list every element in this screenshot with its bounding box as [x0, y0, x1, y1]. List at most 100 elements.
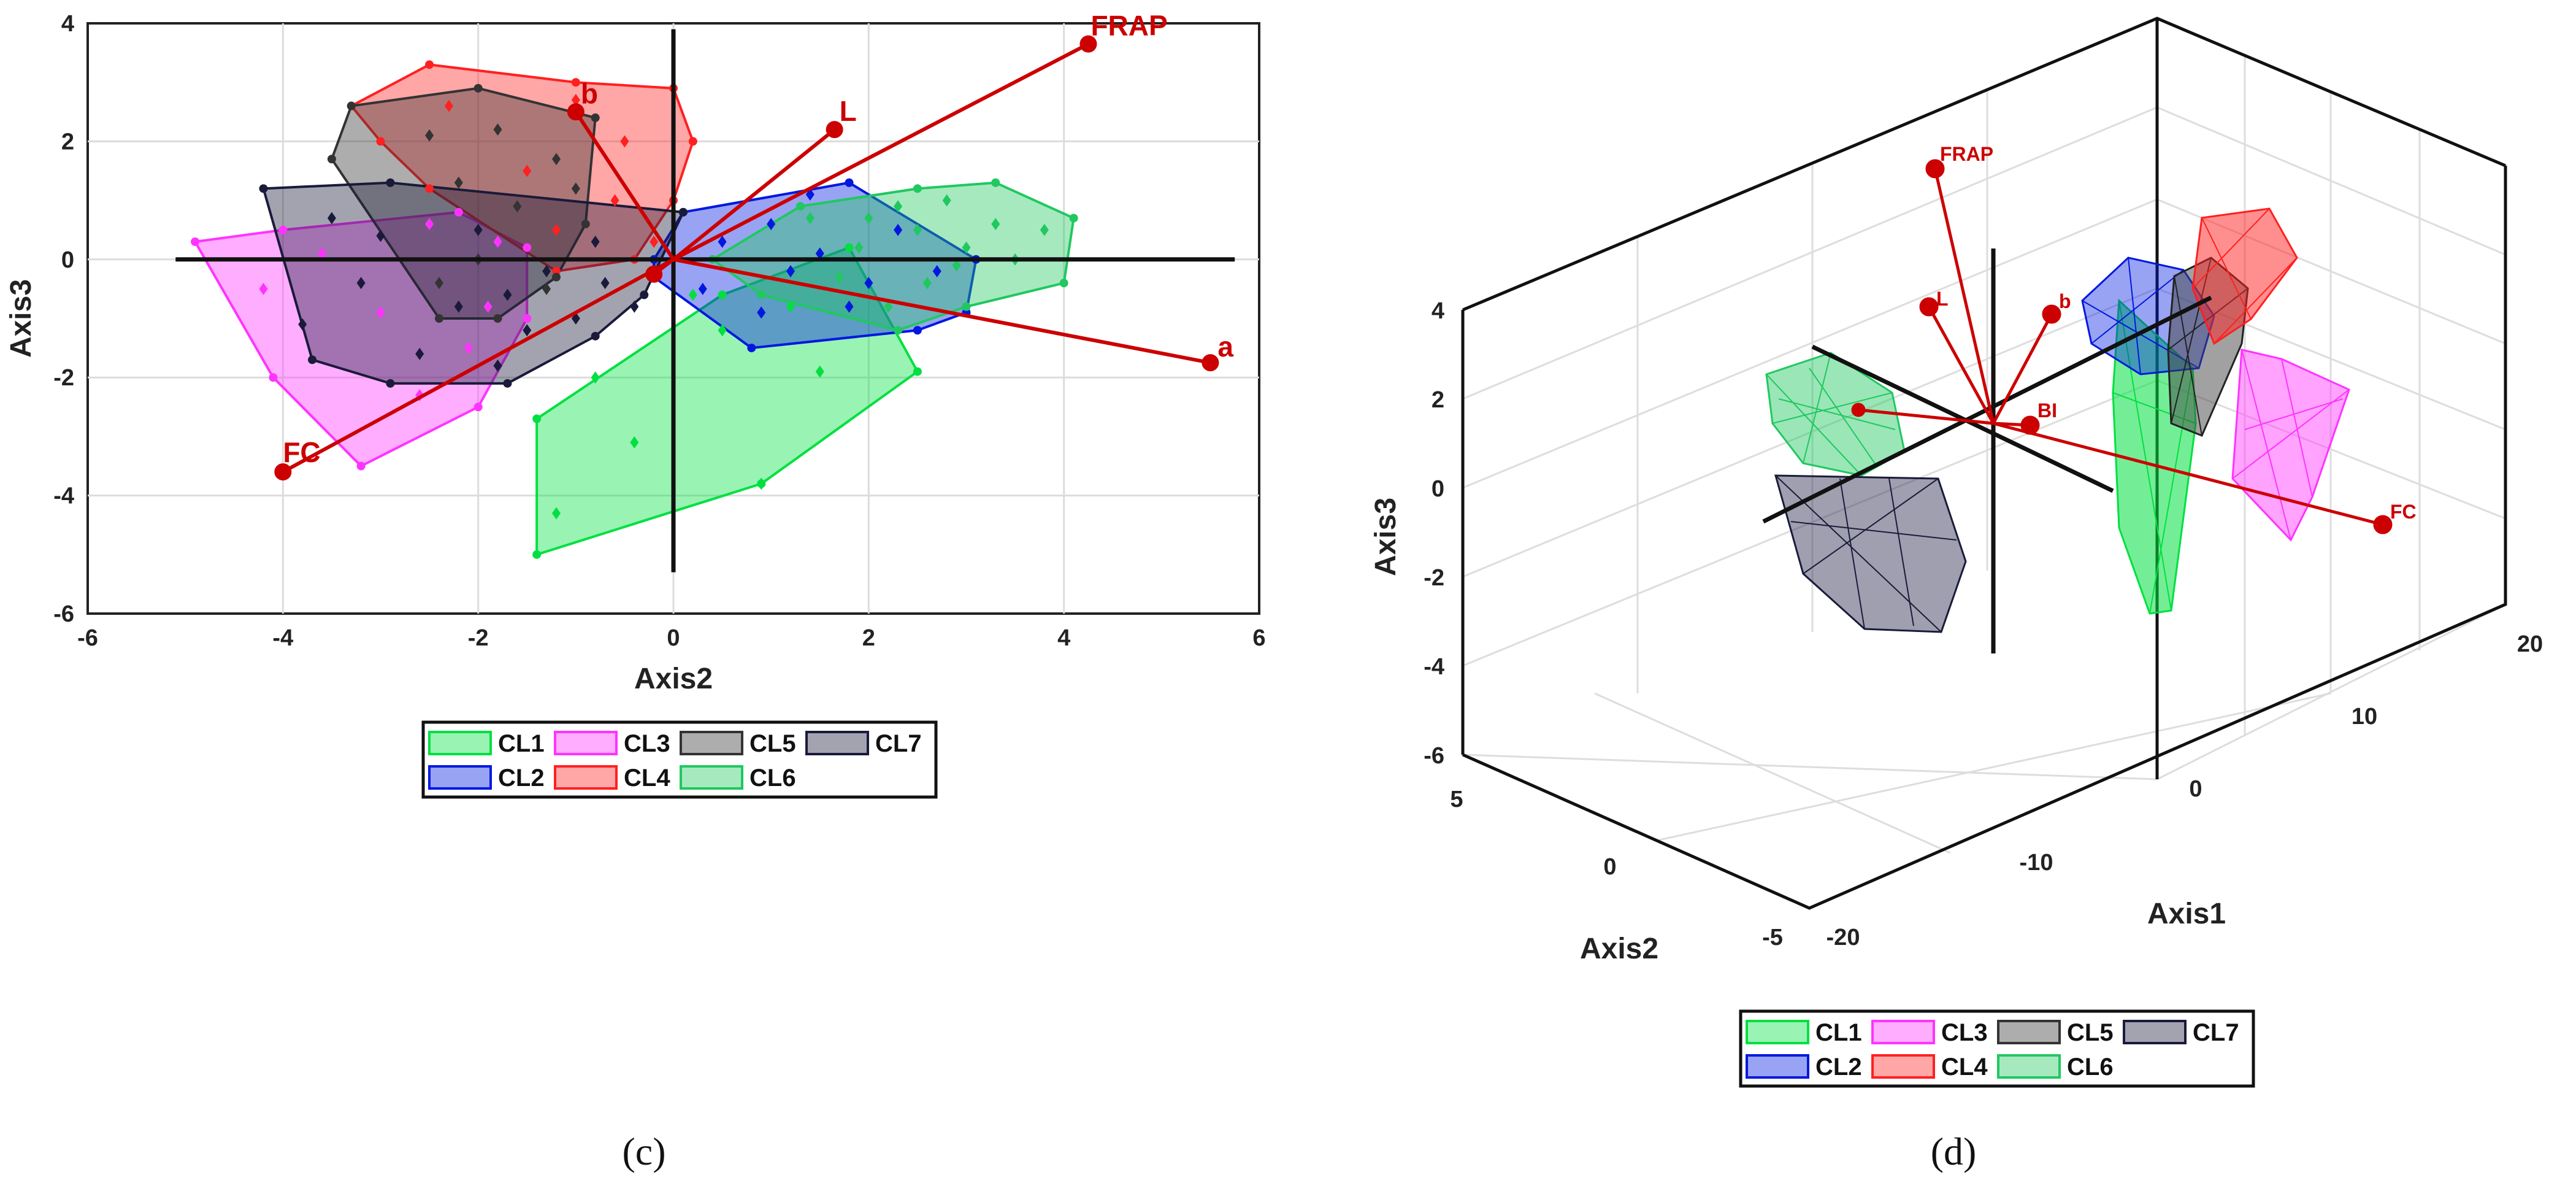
- data-point-cl5: [542, 282, 551, 295]
- x-tick-label-3d: -10: [2020, 850, 2053, 876]
- y-tick-label-3d: 0: [1603, 854, 1616, 880]
- data-point-cl7: [415, 347, 424, 360]
- panel-c-cluster-hulls: [193, 63, 1075, 557]
- data-point-cl2: [767, 218, 776, 231]
- legend-swatch-cl6: [1997, 1054, 2061, 1079]
- legend-label-cl5: CL5: [2067, 1019, 2114, 1046]
- vector-line-l: [672, 128, 836, 261]
- hull-vertex-cl1: [845, 243, 854, 252]
- legend-swatch-cl4: [554, 765, 618, 790]
- data-point-cl1: [630, 436, 639, 449]
- hull-vertex-cl1: [532, 414, 542, 423]
- hull-vertex-cl5: [581, 220, 590, 229]
- data-point-cl3: [493, 235, 502, 248]
- data-point-cl4: [552, 223, 561, 236]
- vector-endpoint-l: [826, 121, 843, 139]
- legend-swatch-cl3: [554, 731, 618, 755]
- data-point-cl4: [444, 99, 453, 112]
- data-point-cl6: [962, 241, 971, 254]
- legend-label-cl7: CL7: [2193, 1019, 2239, 1046]
- y-tick-label: 2: [61, 129, 74, 155]
- data-point-cl7: [327, 212, 336, 225]
- data-point-cl5: [513, 200, 522, 213]
- hull-vertex-cl7: [386, 379, 395, 388]
- data-point-cl7: [454, 300, 463, 313]
- x-tick-label: -6: [77, 625, 98, 651]
- data-point-cl5: [425, 129, 434, 142]
- panel-c-chart: FRAP Lb a FC -6 -4 -2 0 2 4 6 -6 -4 -2 0 2 4 Axis2 Axi…: [5, 10, 1266, 1173]
- x-tick-label: 2: [862, 625, 875, 651]
- x-tick-label: -4: [272, 625, 293, 651]
- x-tick-label: 4: [1057, 625, 1070, 651]
- legend-swatch-cl2: [428, 765, 492, 790]
- data-point-cl2: [864, 277, 873, 290]
- hull-vertex-cl1: [718, 290, 727, 299]
- hull-vertex-cl2: [747, 344, 756, 353]
- panel-c-label: (c): [622, 1130, 665, 1173]
- vector-endpoint-a-3d: [1851, 403, 1866, 417]
- data-point-cl7: [503, 288, 512, 301]
- hull-vertex-cl5: [435, 314, 443, 323]
- hull-vertex-cl5: [327, 155, 336, 164]
- data-point-cl3: [259, 282, 268, 295]
- vector-label-a: a: [1217, 331, 1233, 363]
- data-point-cl7: [493, 359, 502, 372]
- panel-d-x-axis-label: Axis1: [2147, 898, 2226, 930]
- data-point-cl1: [591, 371, 600, 384]
- panel-c-y-ticks: -6 -4 -2 0 2 4: [53, 11, 74, 627]
- hull-vertex-cl4: [425, 60, 434, 69]
- data-point-cl3: [318, 247, 326, 260]
- legend-label-cl4: CL4: [1941, 1054, 1988, 1081]
- hull-vertex-cl3: [523, 243, 532, 252]
- vector-label-frap: FRAP: [1091, 10, 1167, 42]
- data-point-cl7: [376, 229, 385, 242]
- hull-vertex-cl1: [532, 550, 542, 559]
- panel-d-label: (d): [1931, 1130, 1977, 1173]
- panel-d-z-ticks: -6 -4 -2 0 2 4: [1424, 298, 1444, 769]
- panel-c-origin-axes: [175, 29, 1235, 572]
- data-point-cl2: [698, 282, 707, 295]
- hull-vertex-cl6: [962, 302, 971, 311]
- hull-vertex-cl6: [894, 326, 903, 335]
- data-point-cl1: [815, 365, 824, 378]
- hull-vertex-cl1: [913, 367, 922, 376]
- vector-line-b: [574, 110, 675, 261]
- hull-vertex-cl2: [845, 178, 854, 187]
- vector-endpoint-fc-3d: [2373, 515, 2393, 534]
- y-tick-label: -2: [53, 365, 74, 391]
- x-tick-label: -2: [468, 625, 489, 651]
- z-tick-label: -2: [1424, 565, 1444, 591]
- data-point-cl7: [356, 277, 366, 290]
- hull-vertex-cl6: [1069, 214, 1078, 223]
- panel-d-y-ticks: -5 0 5: [1450, 787, 1782, 950]
- data-point-cl5: [454, 176, 463, 189]
- hull-vertex-cl3: [278, 225, 288, 234]
- vector-label-l: L: [840, 95, 857, 127]
- z-tick-label: 0: [1432, 476, 1444, 502]
- vector-label-3d-fc: FC: [2390, 501, 2417, 523]
- legend-label-cl1: CL1: [498, 730, 545, 757]
- data-point-cl1: [757, 477, 766, 490]
- data-point-cl4: [650, 235, 659, 248]
- hull-vertex-cl3: [269, 373, 278, 382]
- x-tick-label-3d: -20: [1827, 925, 1860, 950]
- data-point-cl3: [425, 218, 434, 231]
- data-point-cl1: [718, 324, 727, 337]
- hull-cl6: [710, 181, 1075, 332]
- hull-vertex-cl7: [503, 379, 512, 388]
- legend-label-cl1: CL1: [1815, 1019, 1862, 1046]
- y-tick-label-3d: -5: [1762, 925, 1783, 950]
- legend-label-cl4: CL4: [624, 765, 670, 792]
- legend-swatch-cl7: [2123, 1020, 2187, 1044]
- data-point-cl6: [884, 300, 893, 313]
- hull-vertex-cl7: [386, 178, 395, 187]
- hull-vertex-cl2: [913, 326, 922, 335]
- vector-label-3d-l: L: [1936, 288, 1949, 310]
- legend-label-cl2: CL2: [498, 765, 545, 792]
- panel-c-x-axis-label: Axis2: [634, 663, 713, 695]
- data-point-cl2: [718, 235, 727, 248]
- hull-vertex-cl5: [493, 314, 502, 323]
- data-point-cl2: [845, 300, 854, 313]
- vector-endpoint-bi: [645, 265, 663, 283]
